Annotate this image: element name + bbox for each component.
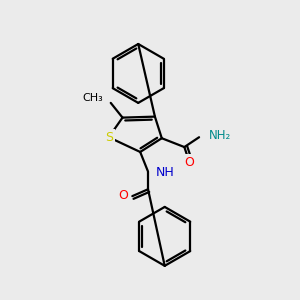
Text: CH₃: CH₃ [82, 93, 103, 103]
Text: NH: NH [156, 166, 175, 179]
Text: O: O [118, 189, 128, 202]
Text: NH₂: NH₂ [209, 129, 231, 142]
Text: S: S [105, 131, 113, 144]
Text: O: O [184, 156, 194, 169]
